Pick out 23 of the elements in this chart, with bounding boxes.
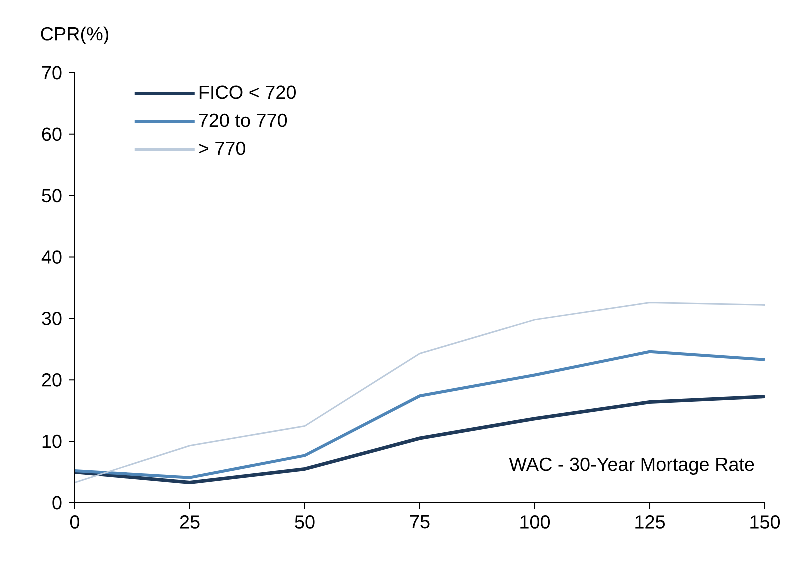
- x-tick-label: 150: [750, 516, 780, 529]
- line-series: [75, 350, 766, 480]
- x-tick-label: 100: [520, 516, 550, 529]
- legend-label: FICO < 720: [200, 86, 296, 100]
- x-tick-label: 75: [410, 516, 430, 529]
- x-tick-label: 50: [295, 516, 315, 529]
- y-tick-label: 70: [42, 66, 62, 80]
- x-tick-label: 0: [70, 516, 80, 529]
- x-tick-label: 125: [636, 516, 665, 529]
- x-tick-label: 25: [180, 516, 200, 529]
- y-tick-label: 0: [52, 496, 62, 510]
- annotation: WAC - 30-Year Mortage Rate: [509, 458, 754, 475]
- line-series: [75, 302, 766, 484]
- y-tick-label: 50: [42, 189, 62, 203]
- y-tick-label: 20: [42, 373, 62, 387]
- y-tick-label: 10: [42, 434, 62, 448]
- y-axis-title: CPR(%): [41, 26, 109, 44]
- y-tick-label: 30: [42, 312, 62, 326]
- y-tick-label: 60: [42, 128, 62, 142]
- legend-label: 720 to 770: [199, 114, 288, 128]
- y-tick-label: 40: [42, 250, 62, 264]
- legend-label: > 770: [199, 142, 246, 156]
- line-series: [75, 394, 766, 484]
